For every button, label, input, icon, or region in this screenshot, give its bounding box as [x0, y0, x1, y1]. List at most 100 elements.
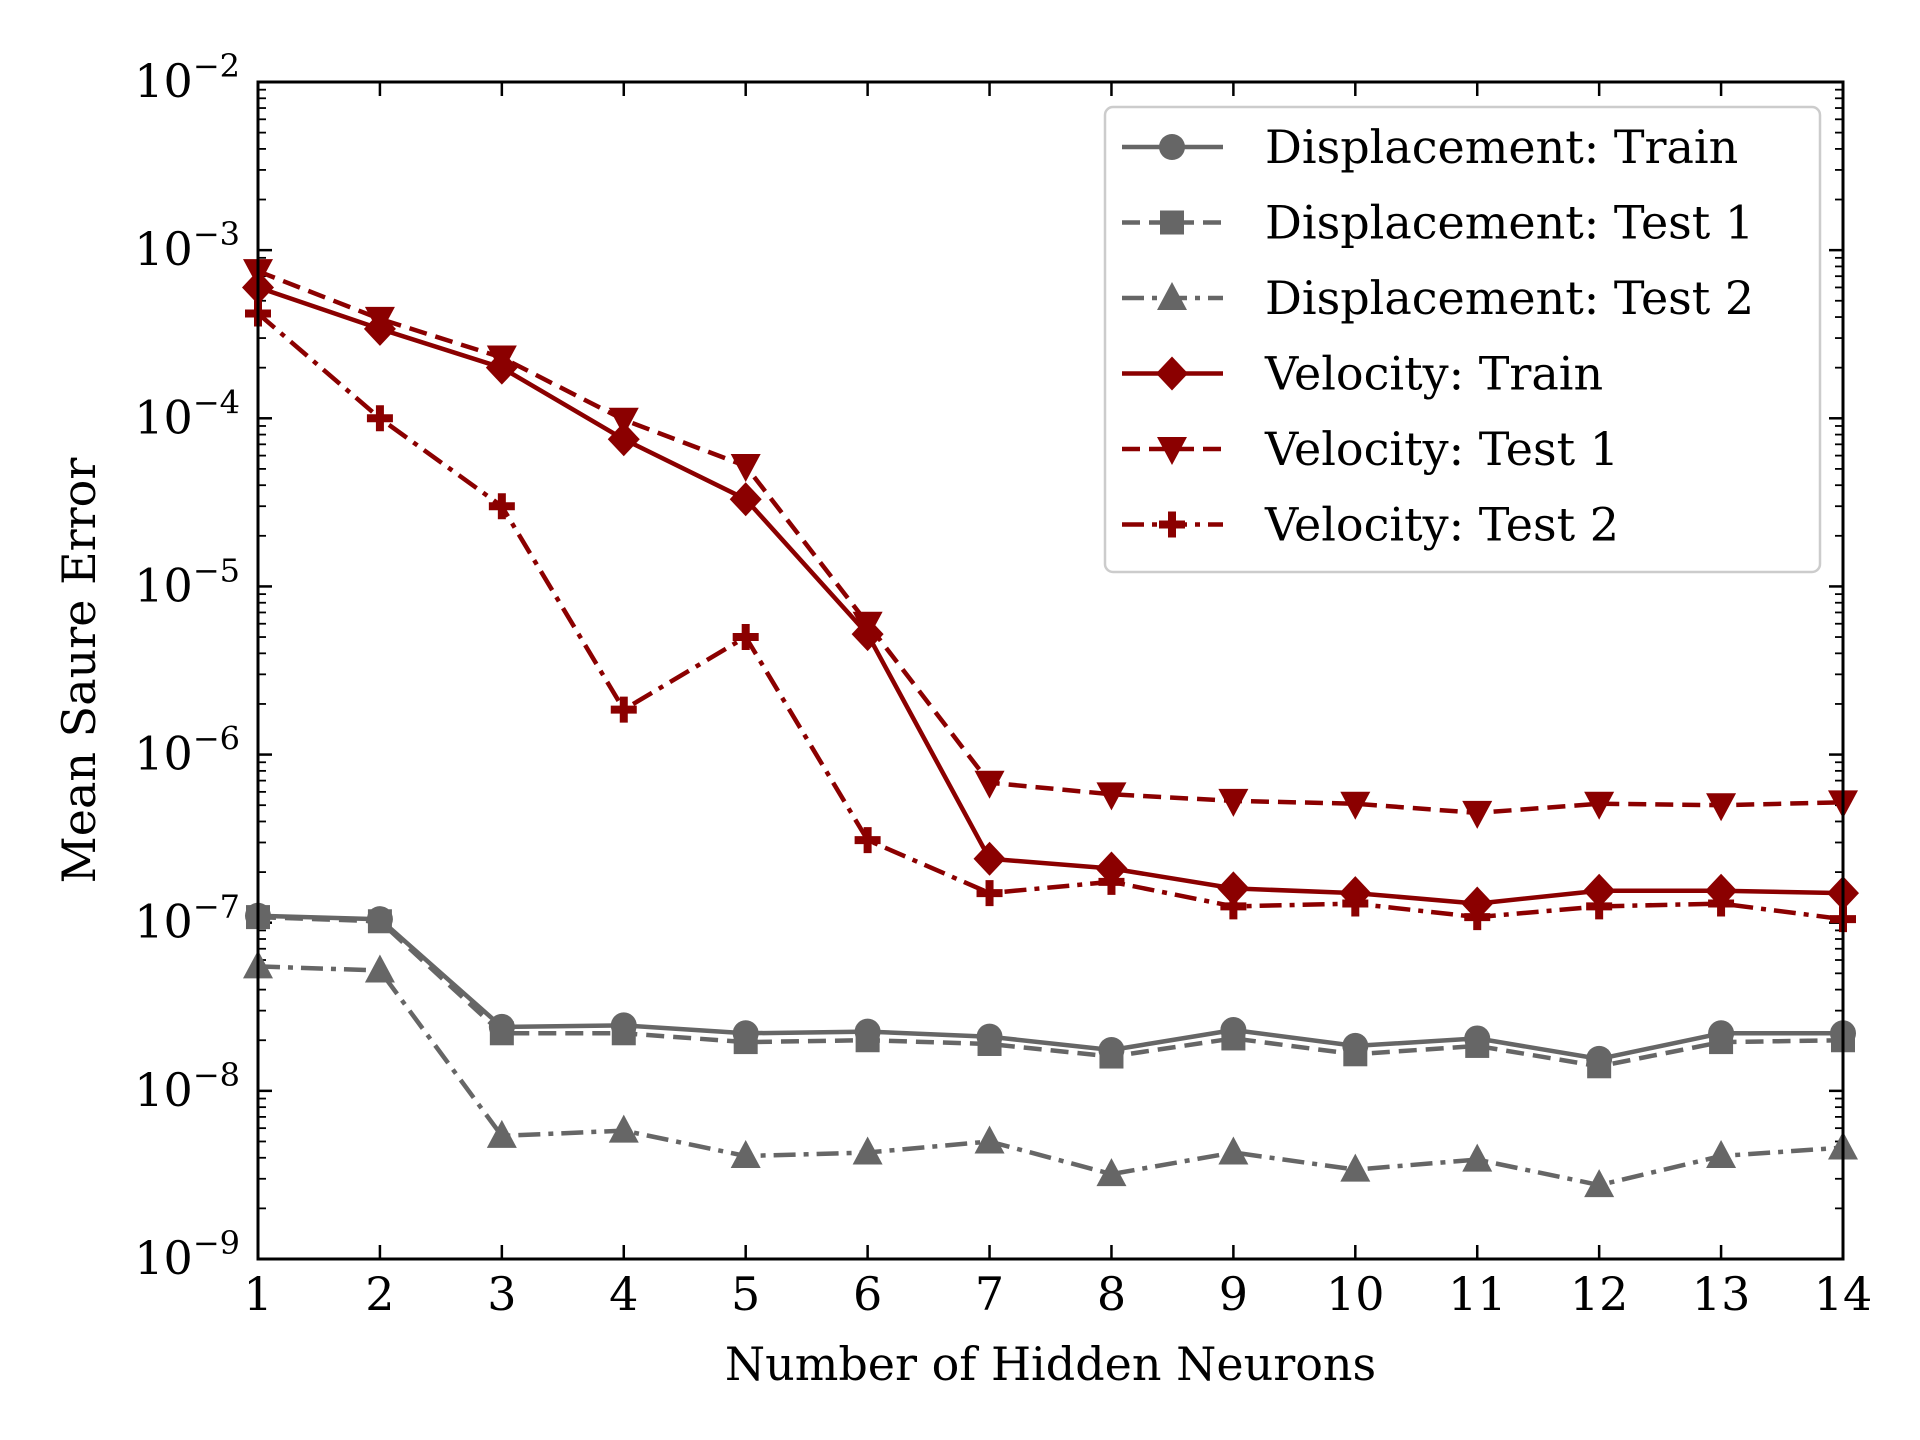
data-point — [1096, 782, 1127, 811]
legend-marker — [1157, 282, 1187, 310]
legend: Displacement: Train Displacement: Test 1 D… — [1103, 105, 1822, 574]
data-point — [1583, 873, 1616, 908]
data-point — [1586, 893, 1613, 920]
tick-labels: 1 2 3 4 5 6 7 8 9 10 11 12 13 1410−910−810−710−610−51… — [134, 47, 1872, 1321]
data-point — [486, 1119, 517, 1148]
data-point — [488, 493, 515, 520]
plot-series — [242, 259, 1859, 1198]
data-point — [364, 306, 395, 335]
data-point — [974, 1125, 1005, 1154]
data-point — [1462, 800, 1493, 829]
x-tick-label: 8 — [1097, 1267, 1126, 1321]
data-point — [852, 1136, 883, 1165]
data-point — [1217, 871, 1250, 906]
series-velocity-train — [242, 270, 1859, 921]
data-point — [611, 1021, 636, 1046]
y-tick-label: 10−2 — [134, 47, 240, 108]
data-point — [1099, 1044, 1124, 1069]
data-point — [364, 954, 395, 983]
data-point — [1343, 1042, 1368, 1067]
series-line — [257, 913, 1843, 1062]
data-point — [1587, 1054, 1612, 1079]
data-point — [1706, 1139, 1737, 1168]
legend-label: Displacement: Test 2 — [1265, 271, 1754, 325]
legend-marker — [1159, 511, 1185, 538]
legend-item: Displacement: Test 2 — [1122, 271, 1754, 325]
data-point — [1462, 1143, 1493, 1172]
data-point — [1464, 904, 1491, 931]
data-point — [1218, 788, 1249, 817]
data-point — [1096, 1158, 1127, 1187]
y-tick-label: 10−3 — [134, 215, 240, 276]
data-point — [1098, 868, 1125, 895]
data-point — [608, 1114, 639, 1143]
x-tick-label: 11 — [1448, 1267, 1507, 1321]
data-point — [1340, 1153, 1371, 1182]
legend-item: Velocity: Train — [1122, 347, 1603, 401]
data-point — [854, 827, 881, 854]
y-tick-label: 10−6 — [134, 720, 240, 781]
legend-label: Velocity: Test 1 — [1264, 422, 1619, 476]
series-line — [257, 914, 1844, 1069]
x-tick-label: 5 — [731, 1267, 760, 1321]
data-point — [730, 454, 761, 483]
data-point — [976, 880, 1003, 907]
data-point — [1708, 890, 1735, 917]
data-point — [1709, 1030, 1734, 1055]
x-tick-label: 4 — [609, 1267, 638, 1321]
data-point — [1584, 1169, 1615, 1198]
legend-item: Velocity: Test 1 — [1122, 422, 1619, 476]
legend-marker — [1159, 134, 1185, 160]
legend-label: Velocity: Train — [1264, 347, 1603, 401]
data-point — [1220, 893, 1247, 920]
data-point — [1706, 793, 1737, 822]
x-tick-label: 12 — [1570, 1267, 1629, 1321]
x-tick-label: 7 — [975, 1267, 1004, 1321]
data-point — [1465, 1033, 1490, 1058]
data-point — [733, 1030, 758, 1055]
x-tick-label: 2 — [365, 1267, 394, 1321]
data-point — [977, 1031, 1002, 1056]
x-tick-label: 10 — [1326, 1267, 1385, 1321]
data-point — [1095, 851, 1128, 886]
data-point — [366, 405, 393, 432]
y-axis-title: Mean Saure Error — [52, 458, 106, 884]
x-tick-label: 14 — [1814, 1267, 1873, 1321]
data-point — [1221, 1026, 1246, 1051]
data-point — [1340, 791, 1371, 820]
legend-item: Displacement: Test 1 — [1122, 196, 1754, 250]
data-point — [607, 422, 640, 457]
series-line — [256, 311, 1844, 922]
legend-box — [1103, 105, 1822, 574]
x-axis-title: Number of Hidden Neurons — [725, 1337, 1376, 1391]
series-line — [257, 269, 1844, 816]
data-point — [610, 696, 637, 723]
x-tick-label: 6 — [853, 1267, 882, 1321]
data-point — [852, 611, 883, 640]
x-tick-label: 3 — [487, 1267, 516, 1321]
data-point — [486, 345, 517, 374]
data-point — [1342, 890, 1369, 917]
data-point — [732, 624, 759, 651]
y-tick-label: 10−4 — [134, 383, 240, 444]
y-tick-label: 10−5 — [134, 551, 240, 612]
data-point — [1584, 791, 1615, 820]
series-velocity-test-1 — [243, 259, 1858, 829]
data-point — [974, 770, 1005, 799]
legend-label: Velocity: Test 2 — [1264, 498, 1619, 552]
legend-label: Displacement: Train — [1265, 120, 1738, 174]
y-tick-label: 10−9 — [134, 1224, 240, 1285]
data-point — [729, 482, 762, 517]
x-tick-label: 1 — [243, 1267, 272, 1321]
data-point — [489, 1021, 514, 1046]
legend-item: Displacement: Train — [1122, 120, 1738, 174]
legend-marker — [1156, 356, 1188, 391]
data-point — [730, 1139, 761, 1168]
x-tick-label: 13 — [1692, 1267, 1751, 1321]
y-tick-label: 10−8 — [134, 1056, 240, 1117]
data-point — [367, 909, 392, 934]
legend-marker — [1157, 437, 1187, 465]
x-tick-label: 9 — [1219, 1267, 1248, 1321]
data-point — [1461, 886, 1494, 921]
